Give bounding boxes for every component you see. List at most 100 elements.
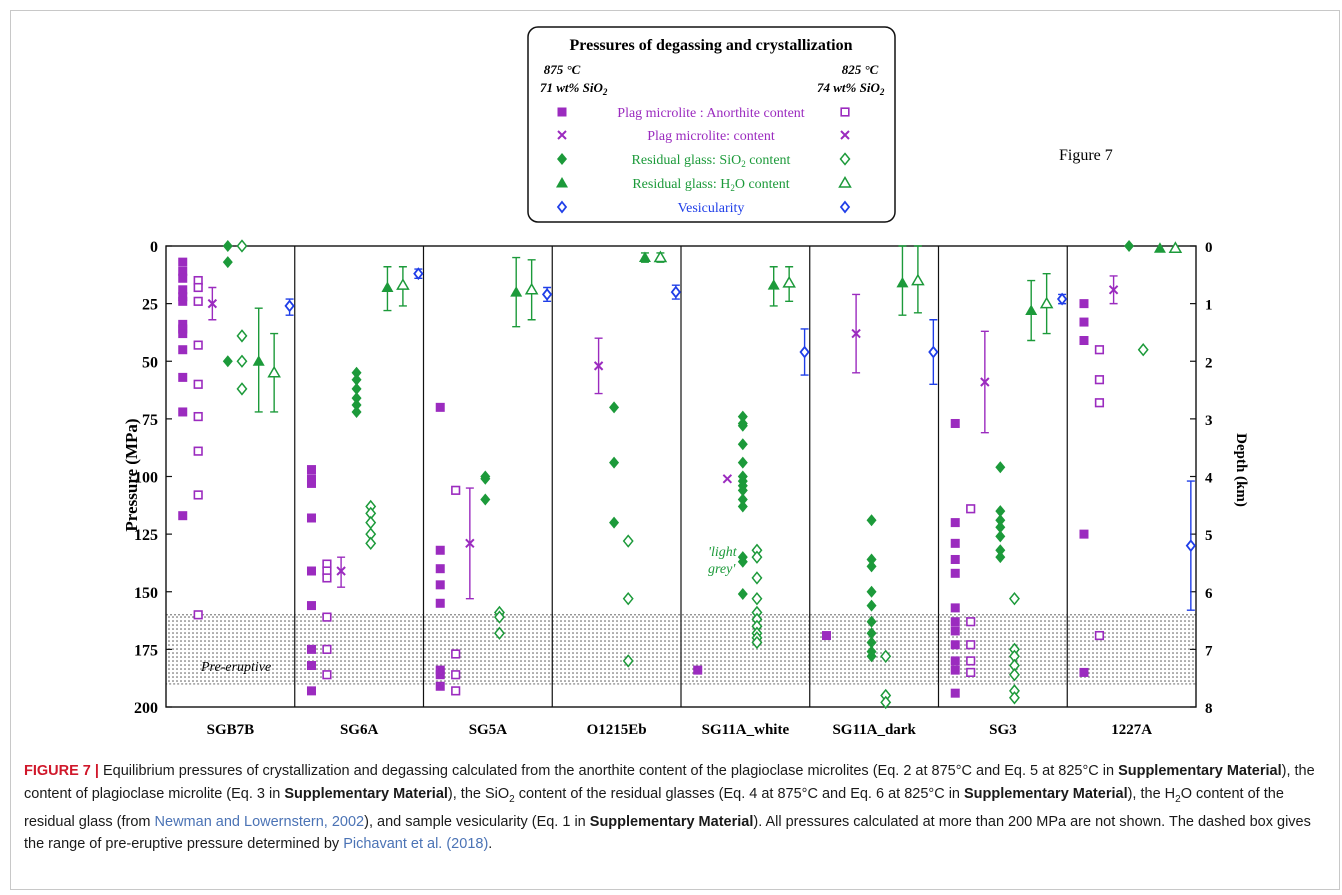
anorthite-875-point — [178, 257, 188, 267]
caption-sm-3: Supplementary Material — [964, 785, 1128, 802]
legend-sio2-875-symbol — [557, 153, 567, 165]
anorthite-875-point — [435, 670, 445, 680]
plag-content-point — [851, 328, 861, 339]
sio2-875-point — [737, 588, 748, 601]
y-tick-label: 200 — [134, 700, 158, 717]
x-category-label: SG11A_white — [702, 722, 790, 738]
y-tick-label: 175 — [134, 642, 158, 659]
sio2-875-point — [480, 493, 491, 506]
legend-h2o-875-symbol — [556, 177, 568, 188]
h2o-875-point — [252, 355, 265, 366]
h2o-825-point — [1168, 241, 1183, 254]
caption-cite-pichavant[interactable]: Pichavant et al. (2018) — [343, 836, 489, 853]
anorthite-825-point — [1094, 375, 1105, 385]
vesicularity-point — [1056, 292, 1068, 306]
sio2-875-point — [737, 438, 748, 451]
h2o-875-point — [381, 281, 394, 292]
figure-label: Figure 7 — [1059, 147, 1113, 164]
sio2-875-point — [737, 555, 748, 568]
legend: Pressures of degassing and crystallizati… — [527, 26, 896, 223]
h2o-875-point — [1025, 304, 1038, 316]
anorthite-875-point — [1079, 317, 1089, 327]
anorthite-875-point — [950, 640, 960, 650]
anorthite-875-point — [950, 688, 960, 698]
sio2-875-point — [866, 585, 877, 598]
legend-right-sio2-text: 74 wt% SiO — [817, 80, 880, 95]
sio2-875-point — [1124, 240, 1135, 252]
legend-entry-h2o: Residual glass: H2O content — [632, 177, 789, 193]
y2-tick-label: 2 — [1205, 355, 1213, 371]
y2-tick-label: 6 — [1205, 586, 1213, 602]
legend-right-sio2-sub: 2 — [879, 87, 885, 97]
x-category-label: SG11A_dark — [832, 722, 916, 738]
x-category-label: SG5A — [469, 722, 508, 738]
sio2-825-point — [622, 534, 634, 548]
anorthite-875-point — [178, 296, 188, 306]
panel-1227a — [1079, 240, 1197, 677]
sio2-825-point — [365, 536, 377, 551]
legend-anorthite-825-symbol — [840, 107, 850, 117]
anorthite-875-point — [435, 598, 445, 608]
legend-entry-sio2-a: Residual glass: SiO — [632, 153, 742, 168]
sio2-825-point — [1008, 591, 1020, 606]
anorthite-825-point — [322, 670, 332, 680]
sio2-875-point — [866, 636, 877, 649]
panel-sg11a-white — [693, 266, 810, 675]
sio2-875-point — [737, 493, 748, 506]
anorthite-875-point — [821, 631, 831, 641]
sio2-875-point — [480, 472, 491, 485]
anorthite-825-point — [1094, 398, 1105, 408]
anorthite-825-point — [193, 610, 203, 620]
vesicularity-point — [928, 345, 939, 359]
sio2-825-point — [751, 591, 763, 606]
sio2-875-point — [995, 514, 1006, 527]
caption-sm-2: Supplementary Material — [284, 785, 448, 802]
panel-sg6a — [306, 266, 424, 696]
caption-t9: . — [488, 836, 493, 853]
anorthite-875-point — [950, 665, 960, 675]
sio2-875-point — [737, 456, 748, 469]
y-tick-label: 75 — [142, 412, 158, 429]
caption-sub-2a: 2 — [509, 793, 515, 805]
vesicularity-point — [799, 345, 810, 359]
anorthite-875-point — [178, 511, 188, 521]
anorthite-875-point — [306, 465, 316, 475]
sio2-875-point — [866, 599, 877, 612]
sio2-875-point — [222, 256, 233, 269]
legend-entry-h2o-sub: 2 — [730, 183, 735, 193]
legend-entry-anorthite: Plag microlite : Anorthite content — [617, 106, 805, 121]
data-marks — [178, 239, 1197, 710]
sio2-875-point — [222, 355, 233, 368]
anorthite-825-point — [193, 411, 203, 422]
anorthite-825-point — [322, 644, 332, 654]
vesicularity-point — [413, 267, 424, 281]
y2-tick-label: 3 — [1205, 413, 1213, 429]
anorthite-875-point — [435, 681, 445, 691]
anorthite-825-point — [193, 340, 203, 350]
y-tick-label: 50 — [142, 354, 158, 371]
legend-entry-vesicularity: Vesicularity — [678, 201, 745, 216]
legend-vesicularity-symbol-right — [839, 200, 851, 214]
anorthite-825-point — [451, 485, 461, 495]
anorthite-875-point — [435, 665, 445, 675]
sio2-825-point — [622, 654, 634, 668]
y-tick-label: 0 — [150, 239, 158, 256]
x-category-label: O1215Eb — [587, 722, 647, 738]
legend-entry-plag-content: Plag microlite: content — [647, 129, 775, 144]
legend-entry-sio2: Residual glass: SiO2 content — [632, 153, 791, 169]
anorthite-875-point — [950, 554, 960, 564]
caption-t8: ). All pressures calculated at more than… — [24, 813, 1311, 853]
anorthite-875-point — [178, 266, 188, 276]
anorthite-875-point — [950, 538, 960, 548]
sio2-875-point — [222, 240, 233, 252]
h2o-825-point — [653, 250, 668, 263]
caption-t1: Equilibrium pressures of crystallization… — [98, 763, 1119, 779]
caption-t7: ), and sample vesicularity (Eq. 1 in — [364, 813, 590, 830]
anorthite-825-point — [966, 656, 976, 666]
legend-anorthite-875-symbol — [557, 107, 567, 117]
caption-cite-newman[interactable]: Newman and Lowernstern, 2002 — [154, 813, 365, 830]
sio2-825-point — [751, 550, 763, 564]
anorthite-875-point — [306, 644, 316, 654]
sio2-875-point — [866, 627, 877, 640]
h2o-825-point — [1039, 296, 1054, 309]
